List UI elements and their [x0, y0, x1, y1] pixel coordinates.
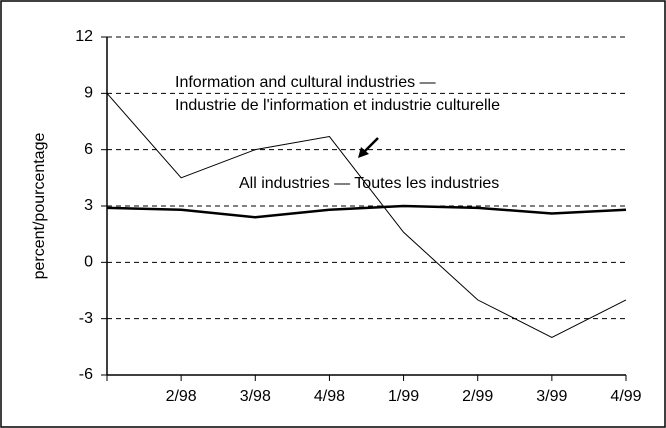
x-tick-label: 3/99 — [536, 388, 567, 405]
y-tick-label: -6 — [79, 366, 93, 383]
x-tick-label: 2/98 — [166, 388, 197, 405]
x-tick-label: 2/99 — [462, 388, 493, 405]
y-tick-label: 6 — [84, 141, 93, 158]
x-tick-label: 4/99 — [610, 388, 641, 405]
annotation: Information and cultural industries — — [175, 74, 436, 91]
annotation: Industrie de l'information et industrie … — [175, 97, 500, 114]
y-tick-label: 12 — [75, 28, 93, 45]
y-tick-label: 0 — [84, 254, 93, 271]
y-tick-label: 9 — [84, 85, 93, 102]
x-tick-label: 1/99 — [388, 388, 419, 405]
annotation: All industries — Toutes les industries — [239, 175, 499, 192]
y-tick-label: 3 — [84, 197, 93, 214]
series-line — [106, 93, 627, 339]
y-tick-label: -3 — [79, 310, 93, 327]
series-line — [106, 204, 627, 219]
x-tick-label: 3/98 — [240, 388, 271, 405]
y-axis-label: percent/pourcentage — [31, 133, 48, 280]
x-tick-label: 4/98 — [314, 388, 345, 405]
